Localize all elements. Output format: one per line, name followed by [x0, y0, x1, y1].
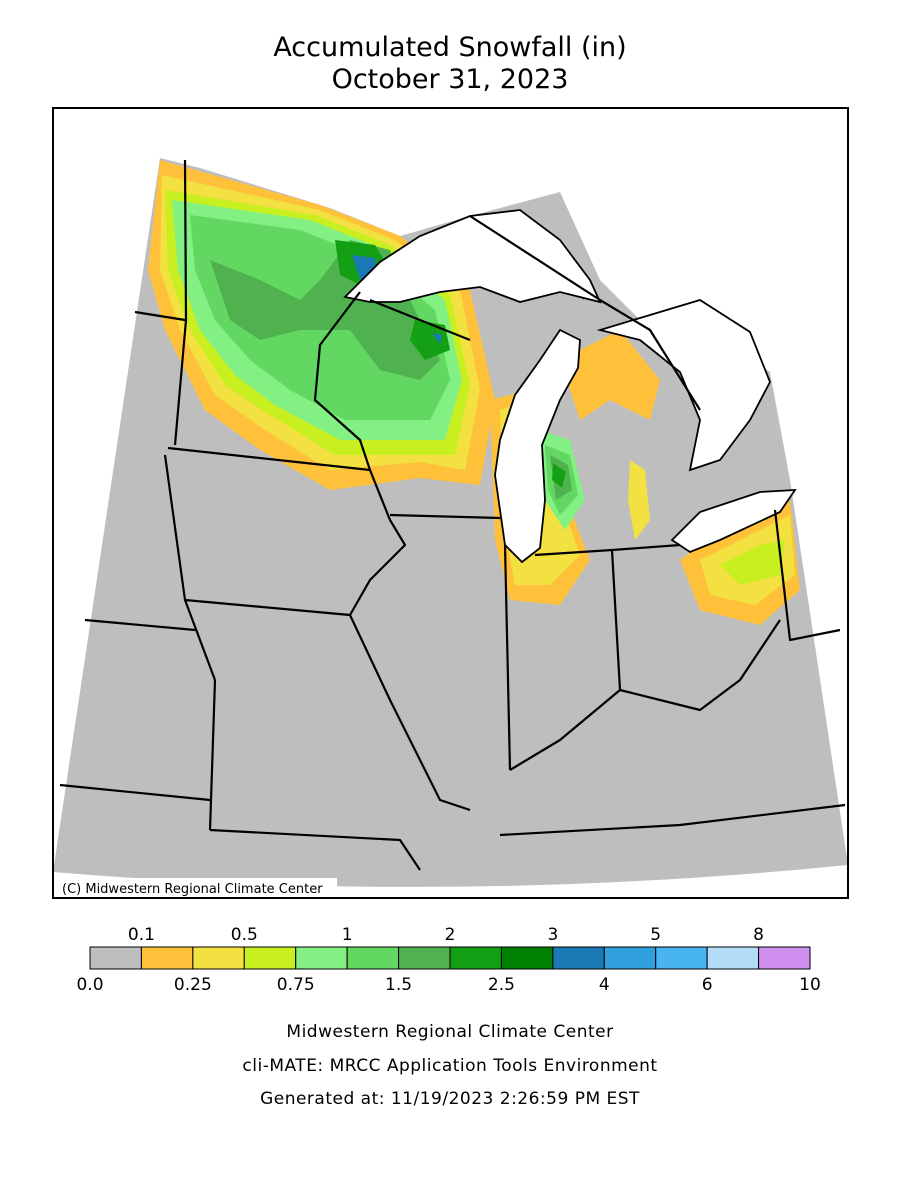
legend-swatch: [89, 946, 142, 970]
legend-label: 2: [445, 925, 456, 945]
copyright-box: [55, 878, 337, 897]
legend-swatch: [243, 946, 297, 970]
legend-label: 1.5: [385, 975, 412, 995]
title-line: Accumulated Snowfall (in): [273, 32, 626, 63]
legend-label: 0.5: [231, 925, 258, 945]
legend-label: 4: [599, 975, 610, 995]
legend-swatch: [140, 946, 194, 970]
legend-label: 0.75: [277, 975, 315, 995]
map-frame: [52, 107, 849, 899]
legend-swatch: [552, 946, 605, 970]
legend-label: 0.25: [174, 975, 212, 995]
footer-line: cli-MATE: MRCC Application Tools Environ…: [242, 1056, 657, 1076]
lake-erie: [670, 488, 797, 554]
legend: 0.0 0.1 0.25 0.5 0.75 1 1.5 2 2.5 3 4 5 6 8 10: [76, 925, 820, 995]
legend-label: 0.1: [128, 925, 155, 945]
snow-1.5: [210, 240, 572, 500]
footer-line: Midwestern Regional Climate Center: [286, 1022, 613, 1042]
legend-label: 5: [650, 925, 661, 945]
legend-swatch: [449, 946, 502, 970]
legend-label: 10: [799, 975, 821, 995]
legend-label: 0.0: [76, 975, 103, 995]
map: (C) Midwestern Regional Climate Center: [52, 107, 849, 899]
legend-swatch: [398, 946, 451, 970]
legend-swatch: [192, 946, 245, 970]
footer-line: Generated at: 11/19/2023 2:26:59 PM EST: [260, 1089, 640, 1109]
legend-swatch: [603, 946, 657, 970]
title-line: October 31, 2023: [332, 64, 569, 95]
lake-michigan: [494, 328, 581, 564]
legend-swatch: [346, 946, 400, 970]
legend-label: 8: [753, 925, 764, 945]
legend-swatch: [500, 946, 554, 970]
legend-label: 1: [342, 925, 353, 945]
legend-label: 2.5: [488, 975, 515, 995]
border-lines: [59, 159, 846, 871]
legend-label: 3: [547, 925, 558, 945]
legend-swatch: [706, 946, 760, 970]
lake-superior: [343, 209, 602, 304]
legend-label: 6: [702, 975, 713, 995]
copyright: (C) Midwestern Regional Climate Center: [62, 882, 323, 897]
legend-swatch: [758, 946, 811, 970]
legend-swatch: [655, 946, 708, 970]
legend-swatch: [295, 946, 348, 970]
snow-3: [352, 255, 584, 344]
